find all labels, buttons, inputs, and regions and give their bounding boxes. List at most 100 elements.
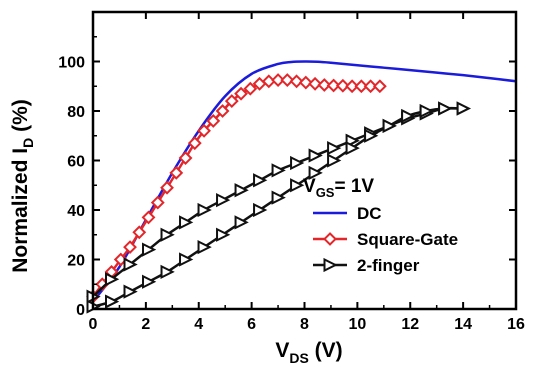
data-point bbox=[123, 240, 137, 255]
legend-label: Square-Gate bbox=[357, 230, 458, 249]
y-tick-label: 60 bbox=[67, 154, 85, 171]
data-point bbox=[234, 183, 249, 198]
data-point bbox=[419, 103, 434, 119]
data-point bbox=[335, 78, 350, 93]
data-point bbox=[298, 75, 313, 90]
data-point bbox=[141, 210, 156, 225]
y-tick-label: 80 bbox=[67, 104, 85, 121]
x-axis-title-unit: (V) bbox=[309, 339, 343, 362]
data-point bbox=[234, 86, 248, 101]
data-point bbox=[169, 165, 184, 180]
data-point bbox=[113, 252, 128, 267]
data-point bbox=[187, 136, 202, 151]
data-point bbox=[160, 180, 174, 195]
data-point bbox=[253, 202, 268, 218]
data-point bbox=[271, 163, 286, 178]
data-point bbox=[150, 195, 165, 210]
data-point bbox=[132, 225, 147, 240]
data-point bbox=[326, 78, 341, 93]
legend-item-dc: DC bbox=[313, 204, 382, 223]
data-point bbox=[160, 227, 175, 242]
condition-rest: = 1V bbox=[334, 176, 374, 197]
data-point bbox=[142, 242, 157, 257]
y-tick-label: 40 bbox=[67, 203, 85, 220]
legend-marker bbox=[323, 232, 337, 246]
data-point bbox=[438, 101, 453, 116]
data-point bbox=[160, 264, 175, 279]
data-point bbox=[401, 108, 416, 124]
data-point bbox=[317, 78, 332, 92]
axes: 0 2 4 6 8 10 12 14 16 0 20 40 60 80 100 bbox=[58, 10, 525, 333]
legend-label: 2-finger bbox=[357, 256, 420, 275]
data-point bbox=[178, 151, 193, 165]
data-point bbox=[123, 257, 138, 272]
data-point bbox=[382, 118, 397, 133]
condition-label: VGS= 1V bbox=[303, 176, 374, 200]
series-line-second bbox=[92, 107, 464, 308]
data-point bbox=[179, 252, 194, 267]
x-tick-label: 2 bbox=[141, 316, 150, 333]
y-axis-title: Normalized ID (%) bbox=[9, 99, 36, 273]
y-axis-title-unit: (%) bbox=[9, 99, 32, 138]
data-point bbox=[105, 294, 120, 309]
data-point bbox=[280, 73, 295, 87]
legend: DC Square-Gate 2-finger bbox=[313, 204, 458, 275]
data-point bbox=[271, 73, 285, 87]
y-tick-label: 100 bbox=[58, 55, 85, 72]
data-point bbox=[364, 128, 379, 143]
condition-main: V bbox=[303, 176, 316, 197]
data-point bbox=[253, 173, 268, 188]
data-point bbox=[456, 101, 471, 116]
data-point bbox=[345, 79, 360, 94]
data-point bbox=[327, 153, 342, 168]
data-point bbox=[234, 215, 249, 230]
x-axis-title-main: V bbox=[275, 339, 289, 362]
data-point bbox=[372, 79, 387, 94]
x-tick-label: 6 bbox=[247, 316, 256, 333]
x-axis-title: VDS (V) bbox=[275, 339, 342, 366]
y-tick-label: 0 bbox=[76, 302, 85, 319]
data-point bbox=[197, 123, 211, 138]
series-square-gate bbox=[86, 73, 387, 304]
data-point bbox=[243, 81, 258, 96]
x-tick-label: 16 bbox=[507, 316, 525, 333]
y-axis-title-main: Normalized I bbox=[9, 148, 32, 273]
data-point bbox=[345, 141, 360, 156]
x-axis-title-sub: DS bbox=[289, 350, 308, 366]
data-point bbox=[197, 240, 212, 255]
legend-marker bbox=[323, 257, 338, 273]
x-tick-label: 0 bbox=[89, 316, 98, 333]
series-layer bbox=[86, 60, 517, 314]
series-2-finger bbox=[86, 101, 471, 314]
data-point bbox=[290, 178, 305, 193]
data-point bbox=[308, 148, 323, 163]
data-point bbox=[363, 79, 378, 94]
y-axis-title-sub: D bbox=[20, 138, 36, 148]
data-point bbox=[290, 155, 305, 171]
x-tick-label: 12 bbox=[401, 316, 419, 333]
data-point bbox=[327, 141, 342, 156]
data-point bbox=[179, 215, 194, 230]
data-point bbox=[206, 113, 221, 128]
data-point bbox=[216, 227, 231, 242]
data-point bbox=[308, 165, 323, 180]
data-point bbox=[308, 76, 322, 91]
x-tick-label: 8 bbox=[300, 316, 309, 333]
data-point bbox=[354, 79, 369, 94]
data-point bbox=[215, 104, 230, 118]
data-point bbox=[271, 190, 286, 205]
data-point bbox=[197, 202, 212, 218]
legend-label: DC bbox=[357, 204, 382, 223]
data-point bbox=[105, 272, 120, 287]
data-point bbox=[123, 284, 138, 299]
condition-sub: GS bbox=[316, 185, 335, 200]
x-tick-label: 14 bbox=[454, 316, 472, 333]
y-tick-label: 20 bbox=[67, 253, 85, 270]
x-tick-label: 10 bbox=[348, 316, 366, 333]
data-point bbox=[142, 274, 157, 289]
data-point bbox=[289, 74, 304, 89]
legend-item-2-finger: 2-finger bbox=[313, 256, 420, 275]
data-point bbox=[216, 192, 231, 208]
data-point bbox=[224, 94, 239, 109]
